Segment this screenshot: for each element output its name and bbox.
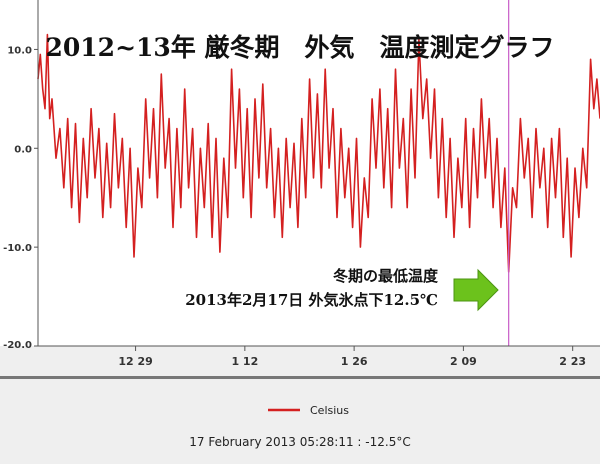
chart-title: 2012~13年 厳冬期 外気 温度測定グラフ [45,33,554,62]
x-tick-label: 2 23 [559,355,586,368]
annotation-line2: 2013年2月17日 外気氷点下12.5℃ [185,291,438,309]
y-tick-label: -20.0 [3,340,32,351]
x-tick-label: 1 12 [231,355,258,368]
status-readout: 17 February 2013 05:28:11 : -12.5°C [189,435,410,449]
legend-label-celsius: Celsius [310,404,349,417]
x-tick-label: 2 09 [450,355,477,368]
annotation-line1: 冬期の最低温度 [333,267,439,285]
y-tick-label: 0.0 [14,144,32,155]
plot-left-strip [0,0,38,346]
x-tick-label: 12 29 [118,355,152,368]
y-tick-label: -10.0 [3,243,32,254]
y-tick-label: 10.0 [7,45,32,56]
bottom-separator [0,376,600,379]
x-tick-label: 1 26 [341,355,368,368]
arrow-right-icon [453,268,499,312]
series-line-0 [37,33,600,273]
